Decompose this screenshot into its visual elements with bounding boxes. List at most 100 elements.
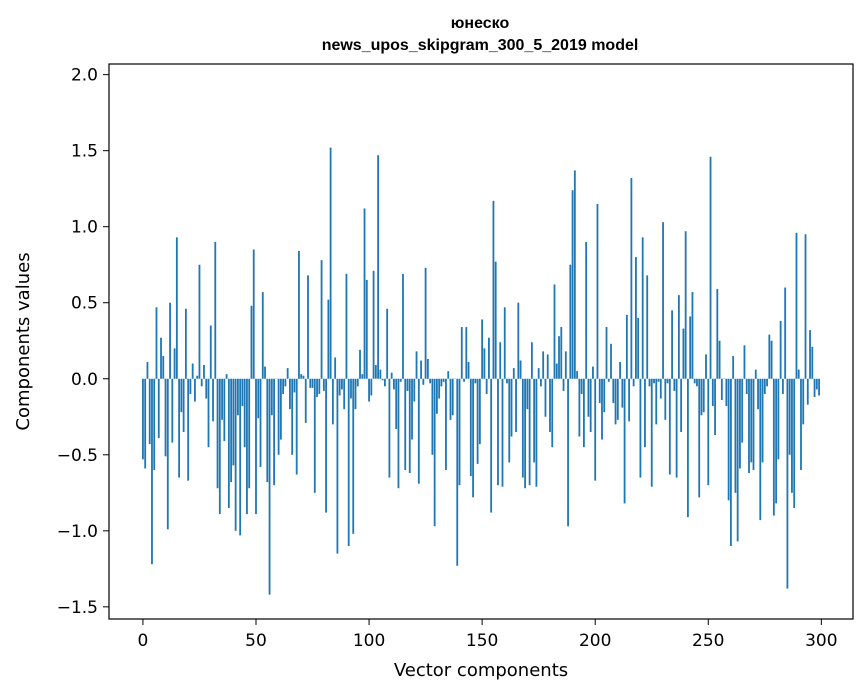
bar-24	[196, 375, 199, 379]
bar-135	[447, 371, 450, 379]
bar-151	[483, 348, 486, 379]
bar-38	[227, 378, 230, 508]
bar-145	[469, 378, 472, 477]
bar-243	[691, 292, 694, 379]
bar-229	[659, 378, 662, 399]
bar-122	[417, 378, 420, 484]
bar-45	[243, 378, 246, 448]
bar-102	[372, 270, 375, 379]
bar-53	[261, 292, 264, 379]
y-tick-label: −1.0	[57, 522, 98, 542]
bar-55	[266, 378, 269, 483]
bar-261	[732, 355, 735, 379]
bar-86	[336, 378, 339, 554]
bar-299	[818, 378, 820, 396]
bar-237	[677, 295, 680, 379]
bar-223	[646, 275, 649, 379]
bar-71	[302, 375, 305, 379]
bar-172	[530, 342, 533, 379]
bar-9	[162, 355, 165, 379]
bar-284	[784, 287, 787, 379]
bar-164	[512, 368, 515, 379]
bar-253	[714, 378, 716, 436]
bar-111	[393, 378, 395, 390]
bar-226	[653, 378, 655, 384]
bar-101	[370, 378, 373, 396]
bar-90	[345, 273, 348, 379]
bar-249	[705, 354, 707, 379]
bar-117	[406, 378, 409, 391]
bar-121	[415, 351, 418, 379]
bar-63	[284, 378, 287, 387]
bar-series	[142, 147, 820, 595]
bar-277	[768, 334, 771, 379]
bar-258	[725, 378, 728, 407]
bar-98	[363, 208, 366, 379]
bar-103	[374, 365, 377, 379]
bar-187	[564, 351, 567, 379]
bar-192	[576, 371, 579, 379]
bar-278	[770, 340, 773, 379]
bar-168	[521, 378, 524, 478]
bar-141	[460, 327, 463, 379]
bar-64	[286, 368, 289, 379]
bar-114	[399, 378, 402, 382]
x-tick-label: 50	[245, 631, 267, 651]
bar-263	[736, 378, 739, 542]
bar-67	[293, 378, 296, 393]
bar-31	[212, 378, 214, 422]
y-tick-label: −1.5	[57, 598, 98, 618]
bar-52	[259, 378, 262, 467]
bar-271	[754, 369, 757, 379]
bar-215	[628, 378, 631, 422]
bar-163	[510, 378, 513, 437]
bar-285	[786, 378, 789, 589]
bar-200	[594, 378, 597, 481]
bar-256	[720, 378, 723, 401]
bar-51	[257, 378, 260, 419]
bar-248	[702, 378, 705, 413]
bar-118	[408, 378, 411, 474]
bar-99	[365, 279, 368, 379]
bar-228	[657, 378, 660, 382]
bar-20	[187, 378, 190, 481]
bar-283	[781, 378, 784, 394]
bar-174	[535, 378, 538, 487]
bar-241	[687, 378, 689, 518]
bar-189	[569, 264, 572, 379]
bar-29	[207, 378, 210, 448]
bar-169	[524, 378, 526, 489]
plot-frame	[108, 63, 854, 620]
bar-183	[555, 363, 558, 379]
bar-66	[291, 378, 294, 455]
bar-81	[325, 378, 327, 513]
bar-265	[741, 378, 744, 443]
bar-155	[492, 200, 495, 379]
bar-205	[605, 327, 608, 379]
bar-47	[248, 378, 251, 489]
bar-194	[580, 378, 583, 394]
bar-6	[155, 307, 158, 379]
bar-77	[316, 378, 318, 397]
bar-58	[273, 378, 275, 486]
bar-148	[476, 378, 479, 464]
bar-294	[806, 378, 809, 405]
x-tick-label: 200	[579, 631, 611, 651]
bar-260	[729, 378, 732, 547]
bar-235	[673, 378, 676, 391]
bar-128	[431, 378, 434, 455]
bar-14	[173, 348, 176, 379]
bar-36	[223, 378, 226, 442]
bar-104	[377, 155, 380, 379]
bar-173	[533, 378, 536, 463]
bar-119	[411, 378, 413, 440]
bar-216	[630, 178, 633, 379]
bar-182	[553, 284, 556, 379]
bar-150	[481, 319, 484, 379]
bar-178	[544, 378, 547, 417]
bar-134	[445, 378, 447, 470]
bar-287	[791, 378, 793, 493]
bar-160	[503, 307, 506, 379]
bar-262	[734, 378, 737, 493]
bar-292	[802, 378, 805, 425]
